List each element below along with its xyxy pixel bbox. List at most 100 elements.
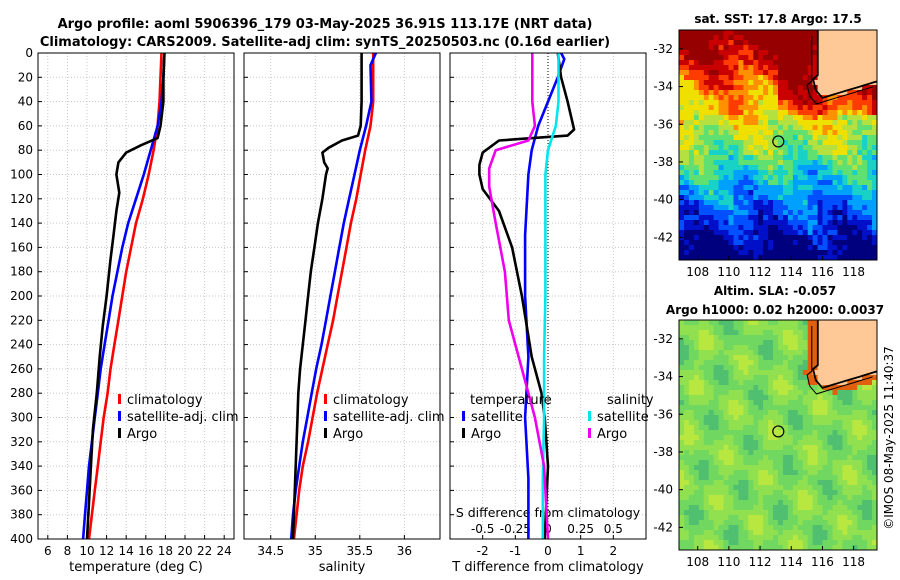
map-cell (758, 465, 764, 471)
map-cell (723, 360, 729, 366)
map-cell (753, 240, 759, 246)
map-cell (837, 40, 843, 46)
map-cell (807, 395, 814, 401)
map-cell (867, 45, 873, 51)
map-cell (748, 395, 754, 401)
map-cell (852, 410, 858, 416)
map-cell (723, 365, 729, 371)
map-cell (733, 535, 739, 541)
map-cell (708, 400, 715, 406)
map-cell (693, 30, 700, 36)
map-cell (842, 250, 848, 256)
map-cell (837, 30, 843, 36)
map-cell (827, 75, 833, 81)
map-cell (847, 100, 853, 106)
map-cell (718, 105, 725, 111)
map-cell (847, 460, 853, 466)
map-cell (723, 465, 729, 471)
map-cell (718, 125, 725, 131)
map-cell (822, 485, 828, 491)
map-cell (822, 495, 828, 501)
map-cell (842, 75, 848, 81)
map-cell (693, 440, 700, 446)
map-cell (842, 330, 848, 336)
map-cell (703, 380, 710, 386)
map-cell (812, 115, 819, 121)
map-cell (688, 35, 695, 41)
map-cell (827, 495, 833, 501)
map-cell (723, 75, 729, 81)
map-cell (753, 395, 759, 401)
y-tick-label: 240 (10, 338, 33, 352)
coastline (812, 30, 877, 99)
map-cell (827, 135, 833, 141)
map-cell (698, 495, 705, 501)
map-cell (753, 480, 759, 486)
map-cell (812, 90, 819, 96)
map-cell (713, 510, 720, 516)
map-cell (748, 365, 754, 371)
map-cell (743, 35, 749, 41)
map-cell (862, 255, 868, 260)
map-cell (792, 110, 799, 116)
map-cell (743, 60, 749, 66)
map-cell (748, 205, 754, 211)
map-cell (787, 490, 794, 496)
map-cell (753, 410, 759, 416)
map-cell (708, 410, 715, 416)
map-cell (787, 40, 794, 46)
map-cell (792, 235, 799, 241)
map-cell (684, 370, 690, 376)
map-cell (713, 405, 720, 411)
map-cell (703, 545, 710, 550)
map-cell (792, 320, 799, 326)
map-cell (842, 70, 848, 76)
map-cell (783, 50, 789, 56)
map-cell (852, 215, 858, 221)
map-cell (723, 385, 729, 391)
map-cell (862, 165, 868, 171)
map-cell (698, 430, 705, 436)
map-cell (792, 150, 799, 156)
map-cell (852, 120, 858, 126)
map-cell (778, 335, 784, 341)
map-cell (748, 250, 754, 256)
map-cell (723, 200, 729, 206)
map-cell (832, 410, 838, 416)
map-cell (713, 330, 720, 336)
map-cell (743, 140, 749, 146)
map-cell (847, 340, 853, 346)
map-cell (837, 350, 843, 356)
map-cell (792, 245, 799, 251)
map-cell (738, 400, 744, 406)
map-cell (822, 530, 828, 536)
map-cell (778, 140, 784, 146)
map-cell (857, 365, 863, 371)
map-cell (738, 500, 744, 506)
map-cell (723, 45, 729, 51)
map-cell (684, 140, 690, 146)
map-cell (698, 320, 705, 326)
map-cell (783, 255, 789, 260)
map-cell (783, 455, 789, 461)
legend-label: satellite-adj. clim (333, 410, 445, 425)
map-cell (708, 205, 715, 211)
map-cell (758, 435, 764, 441)
map-cell (698, 435, 705, 441)
map-cell (753, 425, 759, 431)
map-cell (728, 375, 734, 381)
map-cell (817, 60, 824, 66)
map-cell (822, 420, 828, 426)
map-cell (723, 160, 729, 166)
map-cell (693, 135, 700, 141)
map-cell (797, 195, 804, 201)
map-cell (679, 210, 685, 216)
map-cell (763, 400, 769, 406)
map-cell (822, 475, 828, 481)
map-cell (733, 40, 739, 46)
map-cell (768, 510, 774, 516)
map-cell (822, 75, 828, 81)
map-cell (708, 65, 715, 71)
map-cell (684, 330, 690, 336)
map-cell (758, 420, 764, 426)
